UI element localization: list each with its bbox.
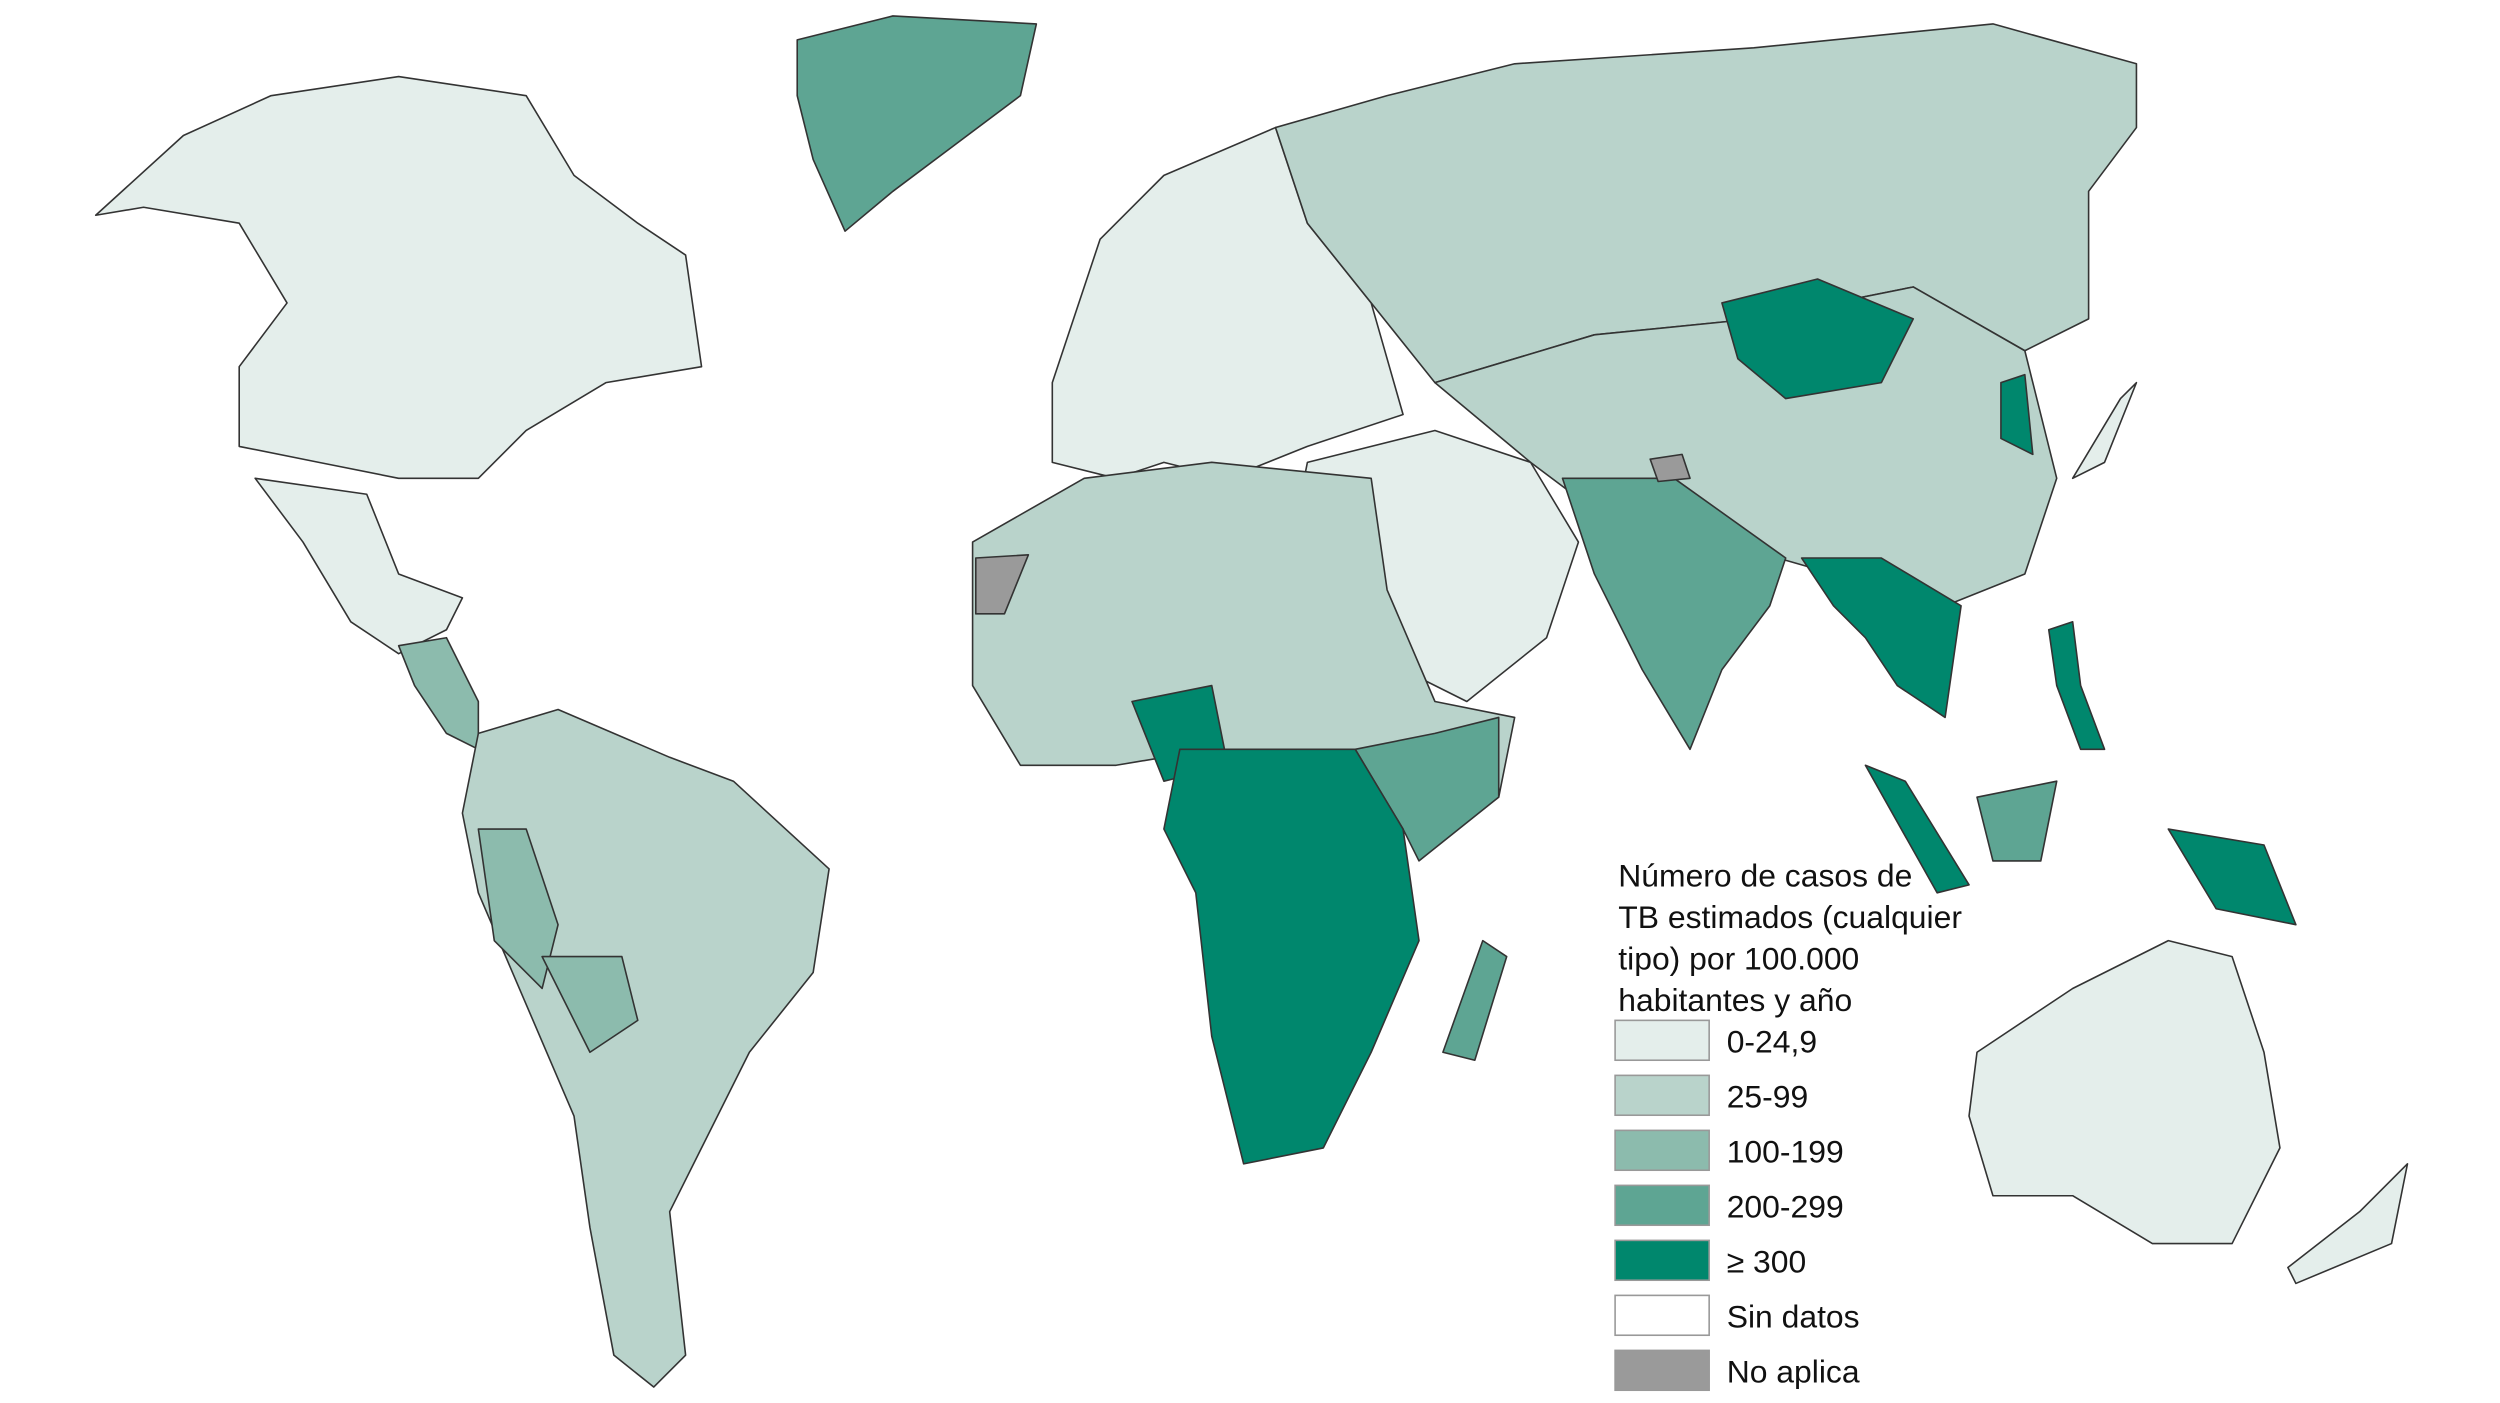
mexico (254, 477, 464, 655)
world-map (94, 15, 2409, 1388)
legend-title-line: habitantes y año (1618, 982, 1852, 1018)
south-america (461, 708, 830, 1388)
japan (2071, 381, 2138, 480)
legend-swatch (1614, 1349, 1710, 1392)
greenland (796, 15, 1038, 232)
new-zealand (2287, 1163, 2409, 1285)
legend-label: Sin datos (1727, 1298, 1860, 1334)
legend: Número de casos de TB estimados (cualquie… (1614, 857, 1962, 1392)
southern-africa (1163, 748, 1420, 1165)
korea (2000, 373, 2034, 456)
legend-label: ≥ 300 (1727, 1243, 1807, 1279)
legend-swatch (1614, 1294, 1710, 1337)
legend-swatch (1614, 1129, 1710, 1172)
legend-swatch (1614, 1239, 1710, 1282)
borneo (1976, 780, 2058, 862)
legend-label: 25-99 (1727, 1078, 1809, 1114)
north-america (94, 75, 703, 480)
australia (1968, 939, 2281, 1245)
legend-swatch (1614, 1074, 1710, 1117)
sumatra (1864, 764, 1970, 894)
legend-label: 0-24,9 (1727, 1023, 1817, 1059)
philippines (2047, 620, 2106, 751)
papua (2167, 828, 2297, 926)
legend-label: No aplica (1727, 1353, 1860, 1389)
western-sahara (974, 554, 1030, 615)
mongolia (1721, 278, 1915, 400)
russia (1274, 23, 2138, 384)
central-america (397, 636, 480, 751)
southeast-asia (1800, 557, 1962, 719)
legend-swatch (1614, 1019, 1710, 1062)
bolivia (541, 955, 639, 1054)
legend-swatch (1614, 1184, 1710, 1227)
south-asia (1561, 477, 1787, 751)
legend-title-line: Número de casos de (1618, 857, 1912, 893)
legend-label: 100-199 (1727, 1133, 1844, 1169)
legend-label: 200-299 (1727, 1188, 1844, 1224)
madagascar (1442, 939, 1508, 1062)
legend-title-line: tipo) por 100.000 (1618, 940, 1859, 976)
kashmir (1649, 453, 1691, 483)
legend-title-line: TB estimados (cualquier (1618, 899, 1962, 935)
